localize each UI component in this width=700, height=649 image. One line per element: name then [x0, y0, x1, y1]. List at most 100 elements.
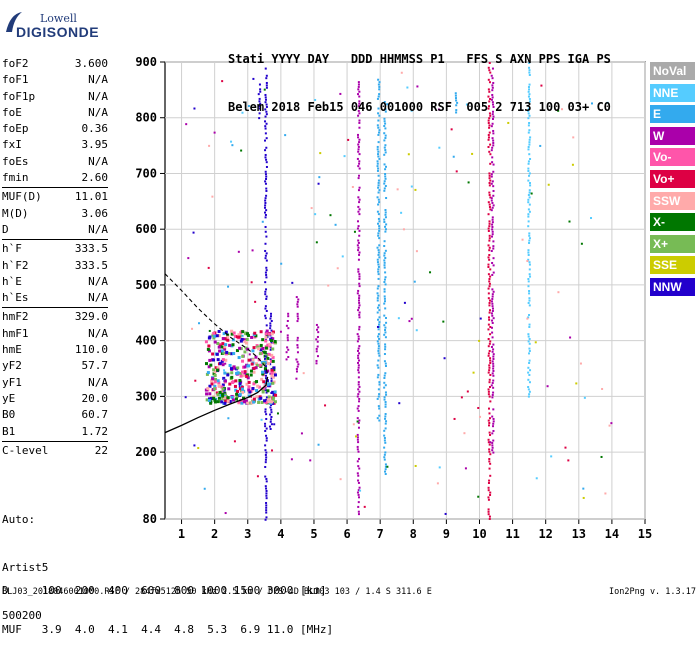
noise-point — [192, 231, 195, 234]
echo-point — [488, 62, 491, 64]
echo-point — [527, 107, 530, 110]
noise-point — [240, 149, 243, 152]
echo-point — [489, 362, 492, 364]
echo-point — [492, 386, 495, 389]
echo-point — [258, 97, 261, 100]
echo-point — [491, 336, 494, 339]
noise-point — [353, 230, 356, 233]
echo-point — [212, 396, 216, 400]
echo-point — [232, 331, 236, 335]
echo-point — [488, 249, 491, 252]
noise-point — [410, 185, 413, 188]
echo-point — [204, 362, 208, 366]
echo-point — [491, 156, 494, 159]
echo-point — [256, 345, 260, 349]
echo-point — [357, 383, 360, 386]
echo-point — [265, 434, 268, 437]
noise-point — [530, 192, 533, 195]
echo-point — [384, 151, 387, 154]
echo-point — [384, 225, 387, 228]
echo-point — [490, 384, 493, 387]
echo-point — [528, 359, 531, 362]
echo-point — [357, 393, 360, 396]
echo-point — [487, 371, 490, 374]
echo-point — [221, 363, 225, 367]
echo-point — [383, 429, 386, 432]
noise-point — [291, 281, 294, 284]
echo-point — [492, 369, 495, 372]
echo-point — [250, 362, 254, 366]
echo-point — [204, 340, 208, 344]
echo-point — [356, 220, 359, 223]
echo-point — [487, 482, 490, 484]
echo-point — [296, 336, 299, 339]
echo-point — [377, 395, 380, 398]
noise-point — [241, 334, 244, 337]
echo-point — [357, 505, 360, 508]
plot-frame — [164, 61, 646, 520]
echo-point — [208, 397, 212, 401]
echo-point — [377, 191, 380, 194]
echo-point — [357, 225, 360, 228]
echo-point — [489, 275, 492, 278]
echo-point — [358, 277, 361, 280]
noise-point — [300, 432, 303, 435]
echo-point — [271, 359, 275, 363]
legend-item: SSW — [650, 191, 695, 210]
echo-point — [213, 340, 217, 344]
echo-point — [491, 67, 494, 70]
echo-point — [528, 290, 531, 292]
echo-point — [238, 382, 242, 386]
param-row: fxI 3.95 — [2, 137, 108, 153]
echo-point — [265, 489, 268, 492]
echo-point — [258, 105, 261, 108]
echo-point — [258, 363, 262, 367]
echo-point — [265, 506, 268, 509]
echo-point — [358, 297, 361, 300]
echo-point — [491, 307, 494, 310]
echo-point — [384, 307, 387, 310]
echo-point — [357, 450, 360, 453]
echo-point — [358, 253, 361, 256]
echo-point — [265, 259, 268, 262]
echo-point — [488, 282, 491, 285]
echo-point — [492, 257, 495, 260]
version-footer: Ion2Png v. 1.3.17 — [609, 587, 696, 597]
echo-point — [270, 353, 274, 357]
echo-point — [492, 317, 495, 320]
echo-point — [383, 386, 386, 389]
echo-point — [377, 345, 380, 348]
echo-point — [220, 359, 224, 363]
echo-point — [491, 261, 494, 264]
echo-point — [253, 331, 257, 335]
echo-point — [527, 179, 530, 182]
echo-point — [356, 460, 359, 463]
echo-point — [213, 370, 217, 374]
echo-point — [527, 378, 530, 381]
echo-point — [378, 201, 381, 204]
echo-point — [528, 74, 531, 76]
echo-point — [488, 246, 491, 249]
echo-point — [492, 343, 495, 346]
echo-point — [488, 304, 491, 307]
echo-point — [243, 365, 247, 369]
echo-point — [265, 158, 268, 161]
echo-point — [222, 396, 226, 400]
echo-point — [491, 180, 494, 183]
echo-point — [491, 137, 494, 140]
echo-point — [264, 139, 267, 142]
echo-point — [492, 245, 495, 248]
echo-point — [357, 493, 360, 496]
echo-point — [377, 119, 380, 122]
legend-item: NoVal — [650, 62, 695, 80]
echo-point — [268, 344, 272, 348]
echo-point — [528, 234, 531, 237]
echo-point — [528, 232, 531, 235]
param-value: N/A — [88, 274, 108, 288]
echo-point — [378, 189, 381, 192]
echo-point — [220, 349, 224, 353]
param-row: D N/A — [2, 222, 108, 238]
echo-point — [315, 323, 318, 326]
echo-point — [488, 369, 491, 372]
param-name: fxI — [2, 138, 22, 152]
